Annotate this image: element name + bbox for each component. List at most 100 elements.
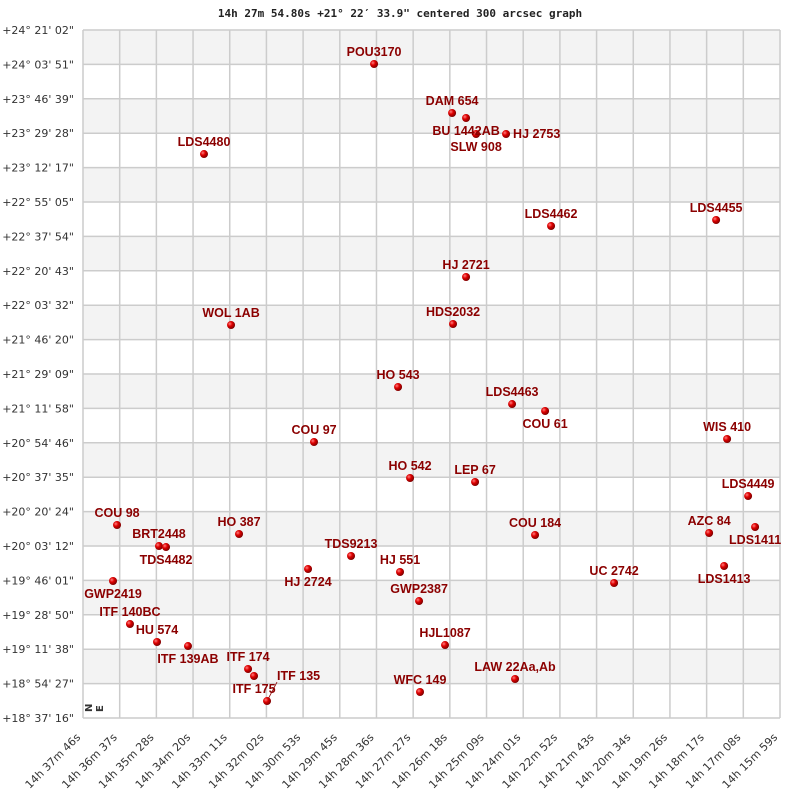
star-label: HO 387 (217, 515, 260, 529)
star-marker[interactable] (304, 564, 313, 573)
star-label: LDS4462 (525, 207, 578, 221)
star-marker[interactable] (263, 697, 272, 706)
grid-band (83, 683, 780, 718)
grid-band (83, 64, 780, 99)
star-marker[interactable] (723, 435, 732, 444)
star-marker[interactable] (441, 641, 450, 650)
y-tick-label: +24° 03' 51" (2, 58, 74, 71)
grid-band (83, 408, 780, 443)
star-label: LEP 67 (454, 463, 496, 477)
north-indicator: N (84, 704, 95, 712)
star-marker[interactable] (396, 568, 405, 577)
star-marker[interactable] (531, 531, 540, 540)
y-tick-label: +22° 20' 43" (2, 265, 74, 278)
star-marker[interactable] (125, 620, 134, 629)
y-tick-label: +22° 03' 32" (2, 299, 74, 312)
star-marker[interactable] (508, 400, 517, 409)
y-tick-label: +23° 12' 17" (2, 162, 74, 175)
grid-band (83, 133, 780, 168)
star-marker[interactable] (744, 492, 753, 501)
star-label: LDS4480 (178, 135, 231, 149)
star-marker[interactable] (347, 551, 356, 560)
star-label: TDS4482 (140, 553, 193, 567)
star-marker[interactable] (310, 438, 319, 447)
star-label: DAM 654 (426, 94, 479, 108)
star-marker[interactable] (113, 521, 122, 530)
y-tick-label: +20° 20' 24" (2, 506, 74, 519)
grid-band (83, 580, 780, 615)
star-label: ITF 174 (227, 650, 270, 664)
star-marker[interactable] (472, 130, 481, 139)
star-marker[interactable] (394, 383, 403, 392)
star-label: LDS4463 (486, 385, 539, 399)
y-tick-label: +19° 11' 38" (2, 643, 74, 656)
east-indicator: E (95, 705, 106, 712)
star-marker[interactable] (109, 577, 118, 586)
grid-band (83, 202, 780, 237)
star-marker[interactable] (610, 579, 619, 588)
star-marker[interactable] (244, 665, 253, 674)
grid-band (83, 98, 780, 134)
star-label: LDS4449 (722, 477, 775, 491)
star-label: GWP2387 (390, 582, 448, 596)
y-tick-label: +21° 29' 09" (2, 368, 74, 381)
star-marker[interactable] (406, 474, 415, 483)
star-label: ITF 135 (277, 669, 320, 683)
y-tick-label: +22° 55' 05" (2, 196, 74, 209)
grid-band (83, 442, 780, 478)
star-marker[interactable] (471, 478, 480, 487)
star-label: HO 542 (389, 459, 432, 473)
star-marker[interactable] (462, 273, 471, 282)
grid-band (83, 374, 780, 409)
star-marker[interactable] (541, 406, 550, 415)
y-tick-label: +18° 37' 16" (2, 712, 74, 725)
star-marker[interactable] (370, 59, 379, 68)
star-label: UC 2742 (589, 564, 638, 578)
star-label: SLW 908 (450, 140, 501, 154)
star-marker[interactable] (511, 675, 520, 684)
grid-band (83, 477, 780, 512)
star-marker[interactable] (712, 215, 721, 224)
grid-band (83, 546, 780, 581)
grid-band (83, 511, 780, 546)
star-marker[interactable] (415, 597, 424, 606)
star-marker[interactable] (502, 130, 511, 139)
star-marker[interactable] (449, 319, 458, 328)
star-label: COU 97 (291, 423, 336, 437)
star-marker[interactable] (200, 150, 209, 159)
star-marker[interactable] (184, 642, 193, 651)
grid-band (83, 649, 780, 684)
star-label: LDS4455 (690, 201, 743, 215)
star-marker[interactable] (720, 561, 729, 570)
y-tick-label: +21° 11' 58" (2, 402, 74, 415)
grid-band (83, 167, 780, 202)
star-marker[interactable] (705, 529, 714, 538)
star-marker[interactable] (462, 113, 471, 122)
star-marker[interactable] (416, 688, 425, 697)
star-marker[interactable] (448, 108, 457, 117)
y-tick-label: +19° 28' 50" (2, 609, 74, 622)
star-label: AZC 84 (688, 514, 731, 528)
star-label: COU 98 (94, 506, 139, 520)
star-label: POU3170 (347, 45, 402, 59)
star-marker[interactable] (250, 672, 259, 681)
star-marker[interactable] (227, 321, 236, 330)
star-marker[interactable] (162, 543, 171, 552)
star-label: HJ 2724 (284, 575, 331, 589)
chart-title: 14h 27m 54.80s +21° 22′ 33.9" centered 3… (218, 7, 582, 20)
y-tick-label: +19° 46' 01" (2, 574, 74, 587)
star-marker[interactable] (154, 542, 163, 551)
star-marker[interactable] (153, 638, 162, 647)
star-label: HJ 2721 (442, 258, 489, 272)
y-tick-label: +20° 37' 35" (2, 471, 74, 484)
star-marker[interactable] (547, 221, 556, 230)
star-marker[interactable] (235, 530, 244, 539)
star-label: WIS 410 (703, 420, 751, 434)
star-marker[interactable] (751, 523, 760, 532)
star-label: HO 543 (377, 368, 420, 382)
star-label: TDS9213 (325, 537, 378, 551)
y-tick-label: +20° 54' 46" (2, 437, 74, 450)
y-tick-label: +23° 46' 39" (2, 93, 74, 106)
star-label: HU 574 (136, 623, 178, 637)
